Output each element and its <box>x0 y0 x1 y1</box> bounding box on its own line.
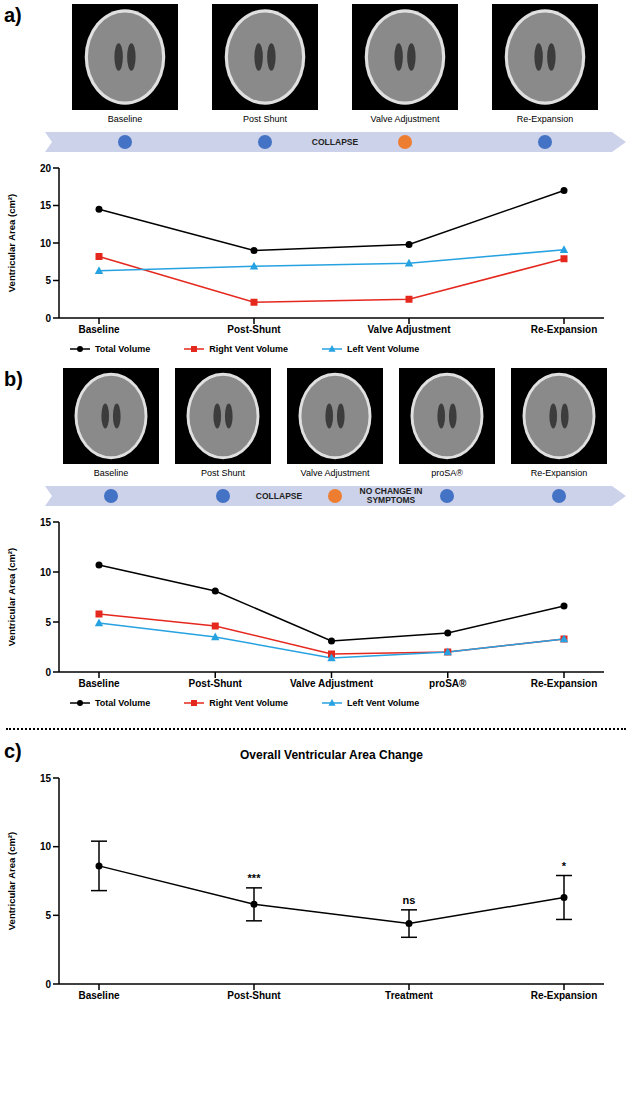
svg-text:Re-Expansion: Re-Expansion <box>531 678 598 689</box>
svg-text:0: 0 <box>45 979 51 990</box>
html-text:Right Vent Volume: Right Vent Volume <box>209 344 288 354</box>
svg-text:Ventricular Area (cm²): Ventricular Area (cm²) <box>6 194 17 292</box>
html-text:Total Volume: Total Volume <box>95 698 151 708</box>
svg-text:10: 10 <box>40 841 52 852</box>
svg-text:15: 15 <box>40 200 52 211</box>
html-text:Post Shunt: Post Shunt <box>201 468 245 478</box>
svg-text:Ventricular Area (cm²): Ventricular Area (cm²) <box>6 548 17 646</box>
svg-text:*: * <box>562 860 567 872</box>
html-text:NO CHANGE IN SYMPTOMS: NO CHANGE IN SYMPTOMS <box>359 486 423 505</box>
html-text:Valve Adjustment: Valve Adjustment <box>370 114 440 124</box>
svg-text:Ventricular Area (cm²): Ventricular Area (cm²) <box>6 832 17 930</box>
html-text:COLLAPSE: COLLAPSE <box>255 490 303 501</box>
html-text:Valve Adjustment: Valve Adjustment <box>300 468 370 478</box>
svg-text:Re-Expansion: Re-Expansion <box>531 324 598 335</box>
html-text:COLLAPSE: COLLAPSE <box>311 136 359 147</box>
svg-text:15: 15 <box>40 517 52 528</box>
html-text:b): b) <box>4 368 23 390</box>
html-text:Total Volume: Total Volume <box>95 344 151 354</box>
html-text:Baseline: Baseline <box>93 468 129 478</box>
svg-text:10: 10 <box>40 567 52 578</box>
svg-text:Valve Adjustment: Valve Adjustment <box>290 678 374 689</box>
svg-text:Treatment: Treatment <box>385 990 433 1001</box>
svg-text:Post-Shunt: Post-Shunt <box>227 990 281 1001</box>
svg-text:Baseline: Baseline <box>78 990 120 1001</box>
html-text:Post Shunt: Post Shunt <box>243 114 287 124</box>
html-text:proSA®: proSA® <box>431 468 463 478</box>
svg-text:20: 20 <box>40 163 52 174</box>
html-text:c): c) <box>4 740 22 762</box>
svg-text:***: *** <box>248 872 262 884</box>
svg-text:Baseline: Baseline <box>78 678 120 689</box>
html-text:Right Vent Volume: Right Vent Volume <box>209 698 288 708</box>
html-text:Left Vent Volume: Left Vent Volume <box>347 344 420 354</box>
html-text:Baseline: Baseline <box>107 114 143 124</box>
svg-text:5: 5 <box>45 617 51 628</box>
svg-text:5: 5 <box>45 275 51 286</box>
svg-text:Post-Shunt: Post-Shunt <box>227 324 281 335</box>
svg-text:5: 5 <box>45 910 51 921</box>
svg-text:proSA®: proSA® <box>429 678 467 689</box>
svg-text:0: 0 <box>45 667 51 678</box>
svg-text:Baseline: Baseline <box>78 324 120 335</box>
svg-text:Re-Expansion: Re-Expansion <box>531 990 598 1001</box>
svg-text:0: 0 <box>45 313 51 324</box>
html-text:Left Vent Volume: Left Vent Volume <box>347 698 420 708</box>
svg-text:Post-Shunt: Post-Shunt <box>189 678 243 689</box>
html-text:Re-Expansion: Re-Expansion <box>530 468 588 478</box>
svg-text:ns: ns <box>403 894 416 906</box>
html-text:a): a) <box>4 4 22 26</box>
html-text:Re-Expansion: Re-Expansion <box>516 114 574 124</box>
svg-text:Valve Adjustment: Valve Adjustment <box>368 324 452 335</box>
svg-text:15: 15 <box>40 773 52 784</box>
html-text:Overall Ventricular Area Chang: Overall Ventricular Area Change <box>240 748 423 762</box>
svg-text:10: 10 <box>40 238 52 249</box>
